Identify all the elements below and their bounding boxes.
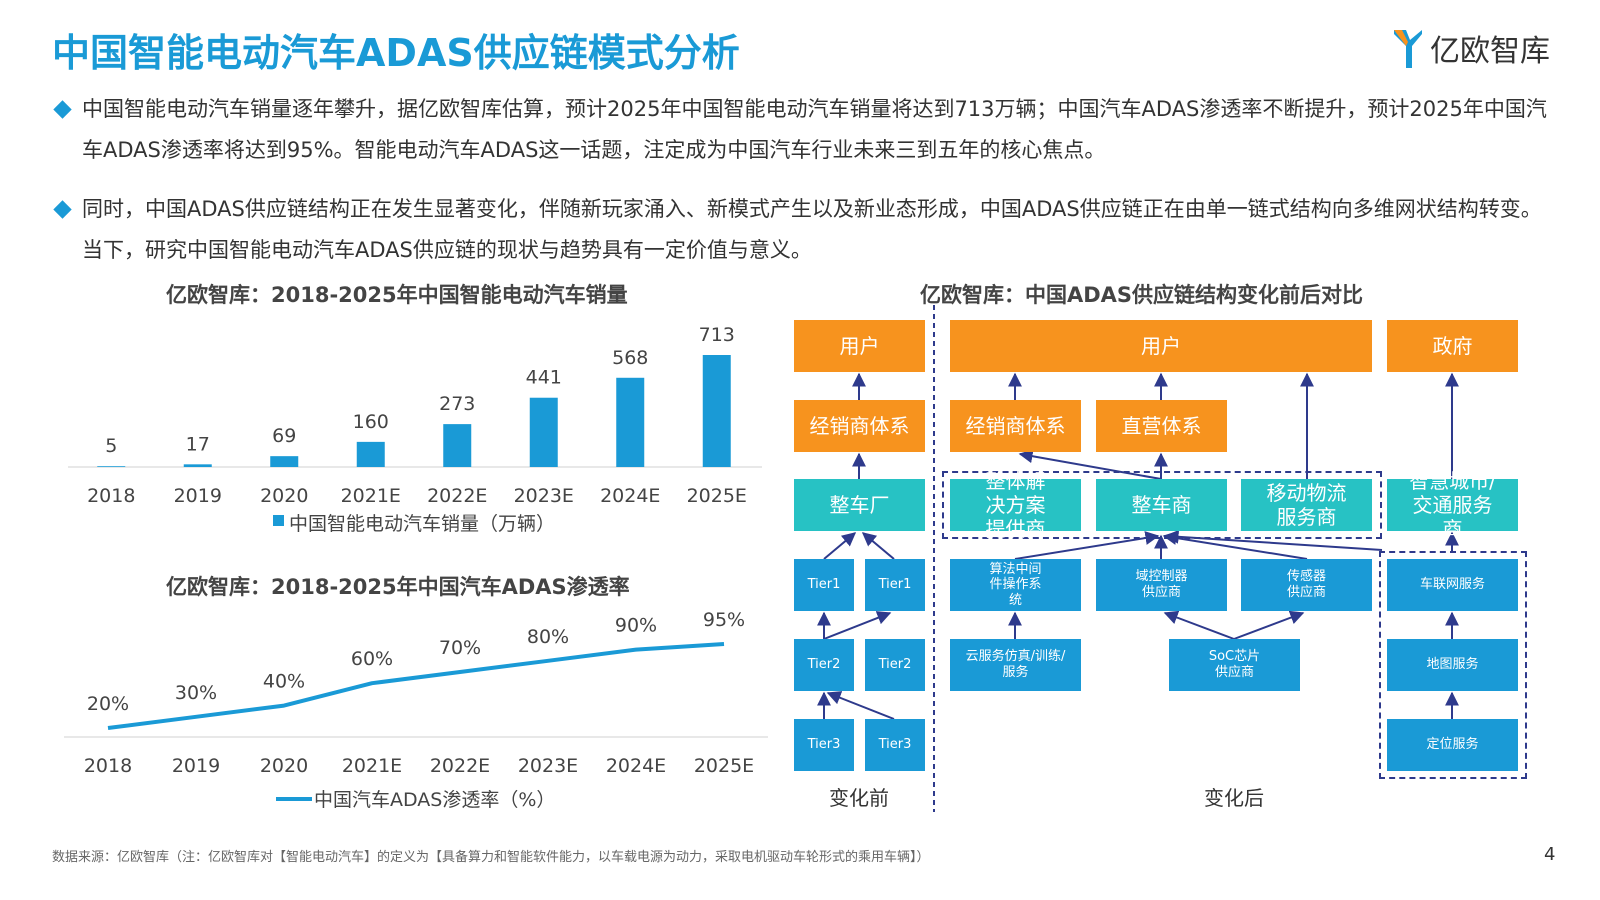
line-data-label: 30% bbox=[175, 682, 217, 704]
before-tier1-box: Tier1 bbox=[865, 559, 925, 611]
after-domain-box: 域控制器供应商 bbox=[1096, 559, 1227, 611]
bar-data-label: 69 bbox=[272, 425, 296, 447]
line-chart: 20% 2018 30% 2019 40% 2020 60% 2021E 70% 2022E 80%… bbox=[64, 609, 768, 811]
after-oem-box: 整车商 bbox=[1096, 479, 1227, 531]
yiou-logo-icon bbox=[1394, 30, 1422, 68]
after-v2x-box: 车联网服务 bbox=[1387, 559, 1518, 611]
bar-data-label: 568 bbox=[612, 347, 648, 369]
line-data-label: 20% bbox=[87, 693, 129, 715]
before-dealer-box: 经销商体系 bbox=[794, 400, 925, 452]
before-tier3-box: Tier3 bbox=[794, 719, 854, 771]
bar-data-label: 441 bbox=[526, 367, 562, 389]
after-smart-city-box: 智慧城市/交通服务商 bbox=[1387, 469, 1518, 541]
after-map-box: 地图服务 bbox=[1387, 639, 1518, 691]
after-algo-box: 算法中间件操作系统 bbox=[950, 559, 1081, 611]
after-solution-box: 整体解决方案提供商 bbox=[950, 469, 1081, 541]
line-data-label: 95% bbox=[703, 609, 745, 631]
x-tick-label: 2025E bbox=[687, 485, 747, 507]
x-tick-label: 2020 bbox=[260, 485, 308, 507]
before-oem-box: 整车厂 bbox=[794, 479, 925, 531]
after-mobility-box: 移动物流服务商 bbox=[1241, 479, 1372, 531]
x-tick-label: 2019 bbox=[172, 755, 220, 777]
diagram-title: 亿欧智库：中国ADAS供应链结构变化前后对比 bbox=[920, 283, 1364, 307]
data-source-note: 数据来源：亿欧智库（注：亿欧智库对【智能电动汽车】的定义为【具备算力和智能软件能… bbox=[52, 850, 930, 865]
line-data-label: 80% bbox=[527, 626, 569, 648]
before-tier3-box: Tier3 bbox=[865, 719, 925, 771]
bar-chart-title: 亿欧智库：2018-2025年中国智能电动汽车销量 bbox=[166, 283, 628, 307]
x-tick-label: 2023E bbox=[518, 755, 578, 777]
legend-label: 中国汽车ADAS渗透率（%） bbox=[314, 789, 555, 811]
after-upper-dashed-group bbox=[942, 471, 1382, 539]
x-tick-label: 2022E bbox=[430, 755, 490, 777]
line-chart-title: 亿欧智库：2018-2025年中国汽车ADAS渗透率 bbox=[166, 575, 630, 599]
after-user-box: 用户 bbox=[950, 320, 1372, 372]
bar-data-label: 273 bbox=[439, 393, 475, 415]
before-tier2-box: Tier2 bbox=[794, 639, 854, 691]
page-title: 中国智能电动汽车ADAS供应链模式分析 bbox=[52, 31, 740, 75]
bar-chart: 5 2018 17 2019 69 2020 160 2021E 273 2022E 441 2023… bbox=[68, 324, 762, 535]
page-number: 4 bbox=[1544, 844, 1556, 865]
bar bbox=[702, 355, 731, 467]
after-direct-box: 直营体系 bbox=[1096, 400, 1227, 452]
bar bbox=[183, 464, 212, 467]
legend-label: 中国智能电动汽车销量（万辆） bbox=[289, 513, 555, 535]
x-tick-label: 2019 bbox=[174, 485, 222, 507]
bullet-text: 同时，中国ADAS供应链结构正在发生显著变化，伴随新玩家涌入、新模式产生以及新业… bbox=[82, 197, 1542, 262]
x-tick-label: 2022E bbox=[427, 485, 487, 507]
bar bbox=[443, 424, 472, 467]
bar-data-label: 160 bbox=[353, 411, 389, 433]
after-government-box: 政府 bbox=[1387, 320, 1518, 372]
bar-data-label: 5 bbox=[105, 435, 117, 457]
after-positioning-box: 定位服务 bbox=[1387, 719, 1518, 771]
before-tier2-box: Tier2 bbox=[865, 639, 925, 691]
before-caption: 变化前 bbox=[829, 786, 889, 810]
before-tier1-box: Tier1 bbox=[794, 559, 854, 611]
bar bbox=[270, 456, 299, 467]
before-user-box: 用户 bbox=[794, 320, 925, 372]
x-tick-label: 2021E bbox=[341, 485, 401, 507]
logo: 亿欧智库 bbox=[1392, 24, 1550, 72]
after-soc-box: SoC芯片供应商 bbox=[1169, 639, 1300, 691]
bar bbox=[616, 377, 645, 467]
x-tick-label: 2018 bbox=[87, 485, 135, 507]
after-caption: 变化后 bbox=[1204, 786, 1264, 810]
legend-swatch bbox=[273, 515, 284, 526]
x-tick-label: 2023E bbox=[514, 485, 574, 507]
bar bbox=[97, 466, 126, 467]
series-line bbox=[107, 642, 725, 730]
bar bbox=[356, 441, 385, 467]
line-data-label: 40% bbox=[263, 671, 305, 693]
bar-data-label: 17 bbox=[186, 433, 210, 455]
x-tick-label: 2024E bbox=[606, 755, 666, 777]
bar-data-label: 713 bbox=[699, 324, 735, 346]
bullet-text: 中国智能电动汽车销量逐年攀升，据亿欧智库估算，预计2025年中国智能电动汽车销量… bbox=[82, 97, 1547, 162]
after-sensor-box: 传感器供应商 bbox=[1241, 559, 1372, 611]
line-data-label: 90% bbox=[615, 615, 657, 637]
bullet-2: 同时，中国ADAS供应链结构正在发生显著变化，伴随新玩家涌入、新模式产生以及新业… bbox=[53, 189, 1556, 271]
x-tick-label: 2024E bbox=[600, 485, 660, 507]
x-tick-label: 2018 bbox=[84, 755, 132, 777]
bullet-1: 中国智能电动汽车销量逐年攀升，据亿欧智库估算，预计2025年中国智能电动汽车销量… bbox=[53, 89, 1556, 171]
logo-text: 亿欧智库 bbox=[1430, 34, 1550, 69]
x-tick-label: 2021E bbox=[342, 755, 402, 777]
after-dealer-box: 经销商体系 bbox=[950, 400, 1081, 452]
line-data-label: 70% bbox=[439, 637, 481, 659]
after-cloud-box: 云服务仿真/训练/服务 bbox=[950, 639, 1081, 691]
bar bbox=[529, 397, 558, 467]
after-right-dashed-group bbox=[1379, 551, 1527, 779]
x-tick-label: 2020 bbox=[260, 755, 308, 777]
line-data-label: 60% bbox=[351, 648, 393, 670]
x-tick-label: 2025E bbox=[694, 755, 754, 777]
